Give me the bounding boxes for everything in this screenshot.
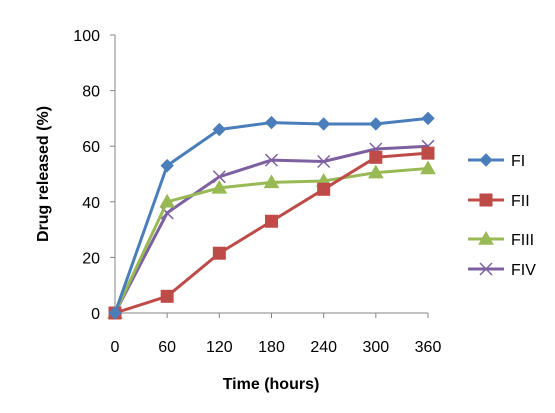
data-point-fi xyxy=(212,122,227,137)
x-tick-label: 300 xyxy=(362,339,389,356)
data-point-fii xyxy=(317,182,331,196)
x-tick-label: 180 xyxy=(258,339,285,356)
x-axis-title: Time (hours) xyxy=(223,376,320,393)
y-tick-label: 0 xyxy=(91,306,100,323)
y-tick-label: 60 xyxy=(82,139,100,156)
axes: 0 20 40 60 80 100 0 60 120 180 240 300 360 xyxy=(73,28,441,356)
data-point-fiv-stroke xyxy=(264,153,279,167)
data-point-fii xyxy=(369,150,383,164)
data-point-fiii xyxy=(367,164,384,179)
legend-label: FI xyxy=(511,153,525,170)
data-point-fiv-stroke xyxy=(317,154,331,169)
legend-marker-stroke xyxy=(479,262,493,276)
y-tick-label: 40 xyxy=(82,195,100,212)
series-fiii xyxy=(107,160,436,319)
data-point-fi xyxy=(421,111,435,126)
series-fi xyxy=(108,111,435,320)
data-point-fiv xyxy=(317,154,331,169)
y-axis-title: Drug released (%) xyxy=(35,106,52,242)
legend-marker xyxy=(479,193,493,207)
data-point-fi xyxy=(160,158,174,173)
legend-entry-fi: FI xyxy=(468,153,525,170)
data-point-fi xyxy=(264,115,279,130)
legend-marker xyxy=(478,230,494,245)
data-point-fii xyxy=(265,214,278,228)
series-layer xyxy=(107,111,436,320)
x-tick-label: 240 xyxy=(310,339,337,356)
data-point-fi xyxy=(369,117,383,131)
data-point-fii xyxy=(160,289,174,303)
data-point-fi xyxy=(316,117,331,131)
data-point-fii xyxy=(212,246,226,260)
data-point-fii xyxy=(421,146,435,160)
data-point-fiv-stroke xyxy=(212,170,226,184)
x-tick-label: 60 xyxy=(158,339,176,356)
y-tick-label: 100 xyxy=(73,28,100,45)
series-fiv xyxy=(108,139,435,320)
data-point-fiii xyxy=(159,193,176,208)
legend-marker xyxy=(479,153,493,167)
legend-label: FII xyxy=(511,193,530,210)
data-point-fi xyxy=(108,306,122,320)
legend-marker xyxy=(479,262,493,276)
x-tick-label: 120 xyxy=(206,339,233,356)
data-point-fiii xyxy=(263,174,280,189)
legend-label: FIII xyxy=(511,232,534,249)
legend-entry-fiii: FIII xyxy=(468,230,534,249)
data-point-fiv xyxy=(264,153,279,167)
data-point-fiv-stroke xyxy=(160,206,174,220)
y-tick-label: 20 xyxy=(82,250,100,267)
legend-entry-fiv: FIV xyxy=(468,262,536,279)
x-tick-label: 0 xyxy=(111,339,120,356)
x-tick-label: 360 xyxy=(415,339,442,356)
legend: FI FII FIII FIV xyxy=(468,153,536,279)
legend-label: FIV xyxy=(511,262,536,279)
y-tick-label: 80 xyxy=(82,84,100,101)
legend-entry-fii: FII xyxy=(468,193,530,210)
data-point-fiii xyxy=(211,179,228,194)
data-point-fiv xyxy=(212,170,226,184)
data-point-fiii xyxy=(420,160,436,175)
